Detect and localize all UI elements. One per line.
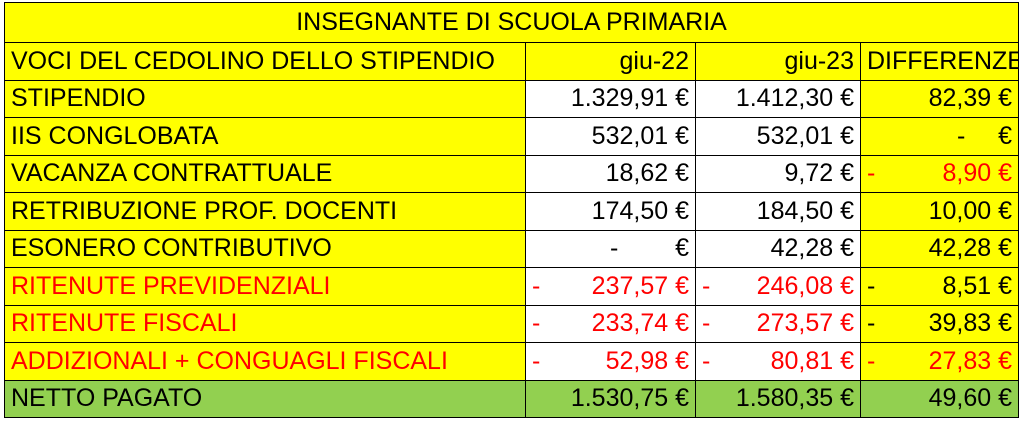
minus-sign: - [867, 159, 876, 188]
minus-sign: - [532, 346, 541, 375]
row-label: IIS CONGLOBATA [4, 117, 526, 156]
payslip-comparison-table-wrapper: INSEGNANTE DI SCUOLA PRIMARIA VOCI DEL C… [3, 2, 1020, 418]
value-giu-23: 532,01 € [695, 117, 861, 156]
amount: 39,83 € [928, 309, 1013, 338]
value-giu-23: 1.580,35 € [695, 379, 861, 418]
value-difference: - 39,83 € [859, 304, 1020, 343]
payslip-comparison-table: INSEGNANTE DI SCUOLA PRIMARIA VOCI DEL C… [3, 2, 1020, 418]
value-giu-23: 42,28 € [695, 229, 861, 268]
value-difference: - 27,83 € [859, 342, 1020, 381]
value-difference: 42,28 € [859, 229, 1020, 268]
table-row: VACANZA CONTRATTUALE 18,62 € 9,72 € - 8,… [4, 154, 1020, 193]
minus-sign: - [867, 309, 876, 338]
value-giu-22: 1.530,75 € [525, 379, 696, 418]
row-label: VACANZA CONTRATTUALE [4, 154, 526, 193]
value-difference: 49,60 € [859, 379, 1020, 418]
row-label: ADDIZIONALI + CONGUAGLI FISCALI [4, 342, 526, 381]
minus-sign: - [532, 271, 541, 300]
minus-sign: - [702, 309, 711, 338]
table-title: INSEGNANTE DI SCUOLA PRIMARIA [3, 2, 1020, 43]
value-giu-22: 18,62 € [525, 154, 696, 193]
value-giu-22: 532,01 € [525, 117, 696, 156]
amount: 27,83 € [928, 346, 1013, 375]
value-difference: - 8,51 € [859, 267, 1020, 306]
amount: 8,90 € [942, 159, 1013, 188]
value-giu-23: 1.412,30 € [695, 79, 861, 118]
value-giu-23: 9,72 € [695, 154, 861, 193]
header-row: VOCI DEL CEDOLINO DELLO STIPENDIO giu-22… [4, 42, 1020, 81]
value-giu-22: - 237,57 € [525, 267, 696, 306]
row-label: ESONERO CONTRIBUTIVO [4, 229, 526, 268]
amount: 246,08 € [756, 271, 854, 300]
value-giu-23: - 273,57 € [695, 304, 861, 343]
table-row: RITENUTE FISCALI - 233,74 € - 273,57 € -… [4, 304, 1020, 343]
minus-sign: - [610, 234, 619, 263]
value-giu-23: - 80,81 € [695, 342, 861, 381]
row-label: RITENUTE FISCALI [4, 304, 526, 343]
amount: 233,74 € [591, 309, 689, 338]
value-difference: 10,00 € [859, 192, 1020, 231]
value-giu-22: 1.329,91 € [525, 79, 696, 118]
table-row: RITENUTE PREVIDENZIALI - 237,57 € - 246,… [4, 267, 1020, 306]
amount: 8,51 € [942, 271, 1013, 300]
minus-sign: - [957, 121, 966, 150]
minus-sign: - [867, 346, 876, 375]
value-giu-22: - € [525, 229, 696, 268]
table-row: RETRIBUZIONE PROF. DOCENTI 174,50 € 184,… [4, 192, 1020, 231]
table-title-row: INSEGNANTE DI SCUOLA PRIMARIA [3, 2, 1020, 43]
table-row: STIPENDIO 1.329,91 € 1.412,30 € 82,39 € [4, 79, 1020, 118]
header-giu-22: giu-22 [525, 42, 696, 81]
row-label: RITENUTE PREVIDENZIALI [4, 267, 526, 306]
amount: 80,81 € [770, 346, 854, 375]
minus-sign: - [867, 271, 876, 300]
minus-sign: - [702, 271, 711, 300]
amount: 52,98 € [605, 346, 689, 375]
amount: € [998, 121, 1013, 150]
value-difference: - 8,90 € [859, 154, 1020, 193]
table-row: ADDIZIONALI + CONGUAGLI FISCALI - 52,98 … [4, 342, 1020, 381]
amount: 237,57 € [591, 271, 689, 300]
header-voci: VOCI DEL CEDOLINO DELLO STIPENDIO [4, 42, 526, 81]
row-label: STIPENDIO [4, 79, 526, 118]
value-giu-22: - 52,98 € [525, 342, 696, 381]
minus-sign: - [702, 346, 711, 375]
value-difference: - € [859, 117, 1020, 156]
value-difference: 82,39 € [859, 79, 1020, 118]
row-label: RETRIBUZIONE PROF. DOCENTI [4, 192, 526, 231]
net-pay-row: NETTO PAGATO 1.530,75 € 1.580,35 € 49,60… [4, 379, 1020, 418]
amount: 273,57 € [756, 309, 854, 338]
value-giu-23: - 246,08 € [695, 267, 861, 306]
value-giu-23: 184,50 € [695, 192, 861, 231]
header-giu-23: giu-23 [695, 42, 861, 81]
header-differenze: DIFFERENZE [859, 42, 1020, 81]
row-label: NETTO PAGATO [4, 379, 526, 418]
table-row: IIS CONGLOBATA 532,01 € 532,01 € - € [4, 117, 1020, 156]
amount: € [675, 234, 689, 263]
value-giu-22: 174,50 € [525, 192, 696, 231]
minus-sign: - [532, 309, 541, 338]
table-row: ESONERO CONTRIBUTIVO - € 42,28 € 42,28 € [4, 229, 1020, 268]
value-giu-22: - 233,74 € [525, 304, 696, 343]
